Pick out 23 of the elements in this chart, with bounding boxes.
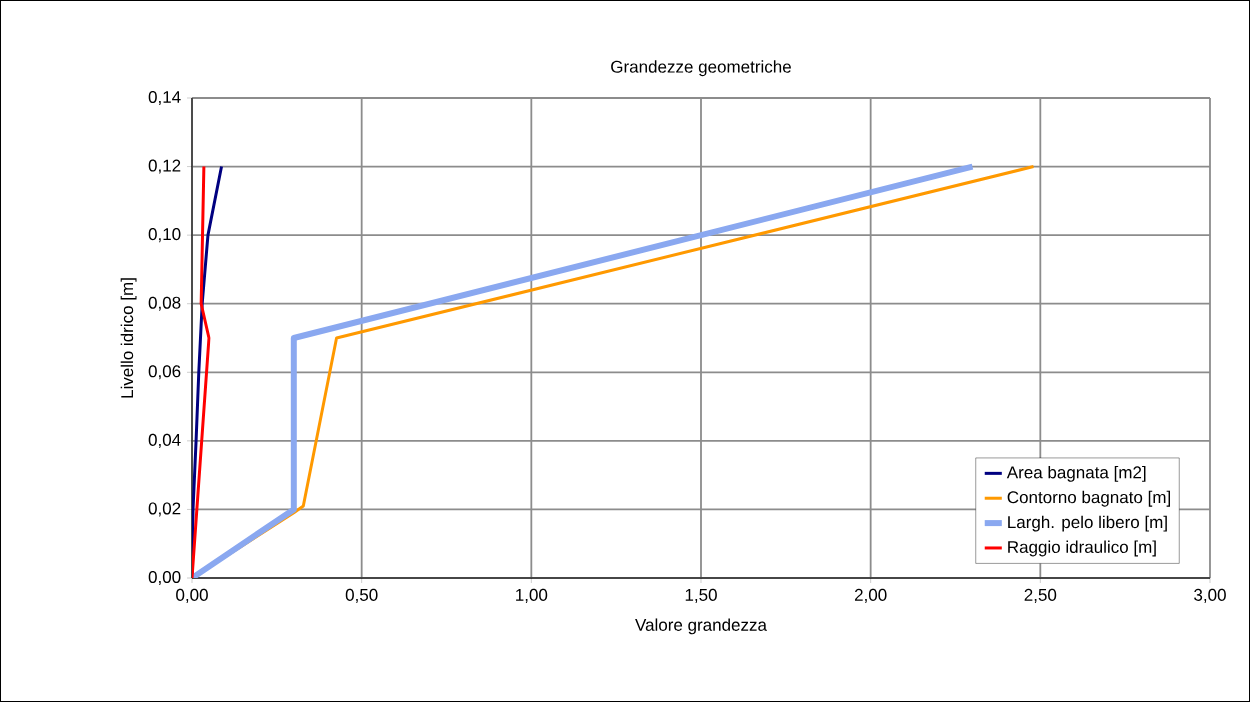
x-axis-title: Valore grandezza (635, 618, 767, 635)
y-tick-label: 0,04 (148, 433, 181, 448)
y-tick-label: 0,12 (148, 159, 181, 174)
x-tick-label: 2,50 (1024, 588, 1057, 603)
y-tick-label: 0,10 (148, 228, 181, 243)
y-tick-label: 0,08 (148, 296, 181, 311)
y-tick-label: 0,02 (148, 502, 181, 517)
y-tick-label: 0,00 (148, 570, 181, 586)
legend-label: Area bagnata [m2] (1006, 465, 1146, 482)
line-series (192, 165, 211, 578)
y-axis-title: Livello idrico [m] (120, 278, 137, 398)
x-tick-label: 0,00 (176, 588, 208, 603)
x-tick-label: 1,00 (516, 588, 548, 603)
legend-label: Contorno bagnato [m] (1007, 490, 1170, 507)
x-tick-label: 0,50 (345, 588, 378, 603)
legend-label: Raggio idraulico [m] (1008, 540, 1156, 557)
y-tick-label: 0,14 (148, 90, 181, 106)
x-tick-label: 2,00 (854, 588, 887, 603)
x-tick-label: 3,00 (1194, 588, 1226, 603)
x-tick-label: 1,50 (685, 588, 717, 603)
y-tick-label: 0,06 (148, 365, 181, 380)
chart-title: Grandezze geometriche (611, 60, 791, 77)
legend-label: Largh. pelo libero [m] (1008, 515, 1167, 532)
